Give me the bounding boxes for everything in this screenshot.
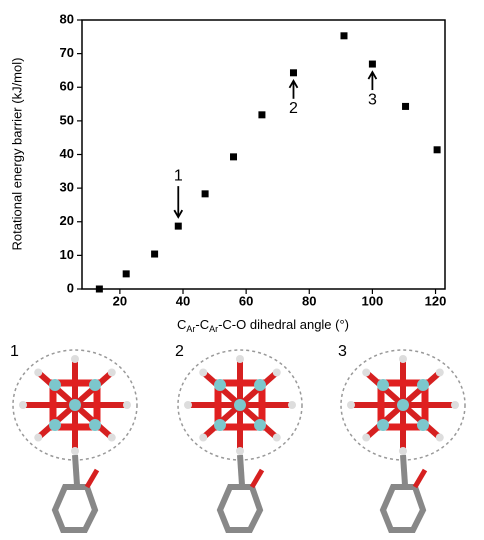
- linker: [240, 455, 242, 485]
- plot-frame: [82, 20, 445, 289]
- atom: [108, 434, 116, 442]
- metal: [89, 419, 101, 431]
- atom: [399, 447, 407, 455]
- x-label-part: C: [177, 317, 186, 332]
- atom: [34, 368, 42, 376]
- y-tick-label: 0: [67, 280, 74, 295]
- oh: [415, 470, 425, 487]
- y-axis-label: Rotational energy barrier (kJ/mol): [9, 58, 24, 251]
- linker: [403, 455, 405, 485]
- point: [434, 146, 441, 153]
- structure-label: 3: [338, 343, 347, 360]
- x-tick-label: 120: [425, 293, 447, 308]
- point: [369, 61, 376, 68]
- y-tick-label: 40: [60, 146, 74, 161]
- metal: [377, 379, 389, 391]
- atom: [19, 401, 27, 409]
- oh: [87, 470, 97, 487]
- atom: [347, 401, 355, 409]
- y-tick-label: 30: [60, 180, 74, 195]
- metal: [254, 419, 266, 431]
- x-label-sub: Ar: [186, 324, 195, 334]
- metal: [214, 379, 226, 391]
- metal: [377, 419, 389, 431]
- point: [340, 32, 347, 39]
- point: [290, 69, 297, 76]
- x-tick-label: 20: [113, 293, 127, 308]
- point: [202, 190, 209, 197]
- atom: [34, 434, 42, 442]
- point: [258, 111, 265, 118]
- structure-label: 1: [10, 343, 19, 360]
- atom: [71, 447, 79, 455]
- y-tick-label: 20: [60, 213, 74, 228]
- metal: [417, 379, 429, 391]
- phenyl: [383, 487, 423, 530]
- y-tick-label: 60: [60, 79, 74, 94]
- atom: [123, 401, 131, 409]
- x-label-part: -C-O dihedral angle (°): [218, 317, 349, 332]
- y-tick-label: 10: [60, 247, 74, 262]
- metal: [89, 379, 101, 391]
- atom: [108, 368, 116, 376]
- y-tick-label: 80: [60, 11, 74, 26]
- molecule: [341, 350, 465, 530]
- point: [123, 270, 130, 277]
- x-label-part: -C: [195, 317, 209, 332]
- atom: [273, 368, 281, 376]
- point: [175, 223, 182, 230]
- oh: [252, 470, 262, 487]
- point: [96, 286, 103, 293]
- point: [151, 251, 158, 258]
- atom: [236, 355, 244, 363]
- molecule: [13, 350, 137, 530]
- atom: [199, 368, 207, 376]
- atom: [71, 355, 79, 363]
- atom: [184, 401, 192, 409]
- point: [230, 153, 237, 160]
- metal: [49, 379, 61, 391]
- annotation: 3: [368, 91, 377, 108]
- y-tick-label: 50: [60, 112, 74, 127]
- structure-label: 2: [175, 343, 184, 360]
- x-tick-label: 100: [362, 293, 384, 308]
- atom: [199, 434, 207, 442]
- atom: [288, 401, 296, 409]
- atom: [399, 355, 407, 363]
- x-tick-label: 40: [176, 293, 190, 308]
- annotation: 1: [174, 167, 183, 184]
- metal: [214, 419, 226, 431]
- metal: [49, 419, 61, 431]
- atom: [362, 368, 370, 376]
- point: [402, 103, 409, 110]
- atom: [362, 434, 370, 442]
- phenyl: [55, 487, 95, 530]
- atom: [236, 447, 244, 455]
- x-label-sub: Ar: [209, 324, 218, 334]
- metal: [397, 399, 409, 411]
- x-axis-label: CAr-CAr-C-O dihedral angle (°): [177, 317, 349, 334]
- metal: [254, 379, 266, 391]
- annotation: 2: [289, 100, 298, 117]
- y-tick-label: 70: [60, 45, 74, 60]
- figure: Rotational energy barrier (kJ/mol) CAr-C…: [0, 0, 484, 540]
- atom: [451, 401, 459, 409]
- x-tick-label: 60: [239, 293, 253, 308]
- molecule: [178, 350, 302, 530]
- metal: [69, 399, 81, 411]
- atom: [436, 434, 444, 442]
- metal: [234, 399, 246, 411]
- atom: [436, 368, 444, 376]
- metal: [417, 419, 429, 431]
- atom: [273, 434, 281, 442]
- phenyl: [220, 487, 260, 530]
- linker: [75, 455, 77, 485]
- x-tick-label: 80: [302, 293, 316, 308]
